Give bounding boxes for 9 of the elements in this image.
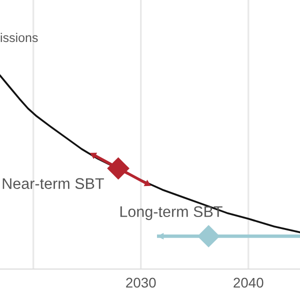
x-tick-label: 2030 xyxy=(126,278,156,288)
point xyxy=(107,157,130,180)
x-tick-label: 2040 xyxy=(234,278,264,288)
series-label: Near-term SBT xyxy=(2,178,104,189)
point xyxy=(90,152,98,160)
series-label: Long-term SBT xyxy=(120,206,222,220)
point xyxy=(197,224,220,248)
point xyxy=(144,180,151,186)
text: issions xyxy=(0,32,38,42)
